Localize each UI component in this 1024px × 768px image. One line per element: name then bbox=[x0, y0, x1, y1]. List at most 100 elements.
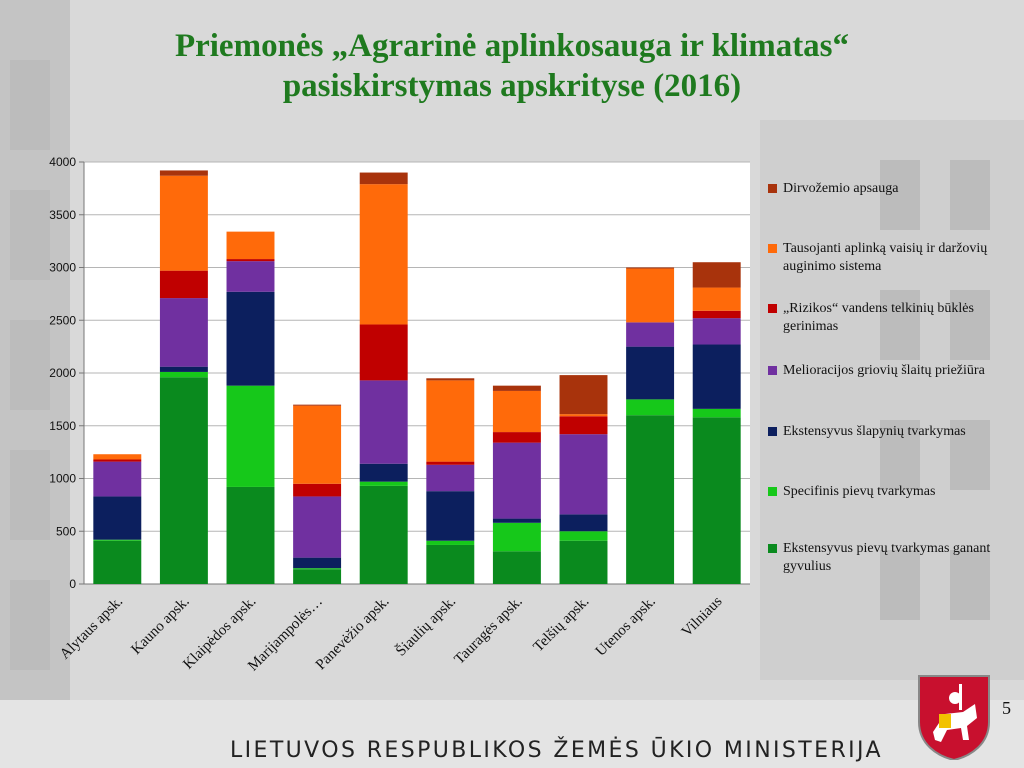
y-tick-label: 2000 bbox=[49, 366, 76, 380]
bar-segment bbox=[559, 434, 608, 515]
legend-item: „Rizikos“ vandens telkinių būklės gerini… bbox=[768, 300, 1018, 336]
legend-label: Ekstensyvus šlapynių tvarkymas bbox=[783, 424, 966, 439]
bar-segment bbox=[492, 432, 541, 443]
bar-segment bbox=[226, 261, 275, 292]
bar-segment bbox=[492, 390, 541, 433]
bar-segment bbox=[93, 454, 142, 460]
bar-segment bbox=[492, 551, 541, 584]
legend-swatch bbox=[768, 244, 777, 253]
y-tick-label: 3000 bbox=[49, 261, 76, 275]
bar-segment bbox=[293, 496, 342, 558]
legend-item: Dirvožemio apsauga bbox=[768, 180, 898, 198]
bar-segment bbox=[626, 268, 675, 323]
bar-segment bbox=[426, 491, 475, 541]
x-tick-label: Šiaulių apsk. bbox=[392, 593, 459, 660]
coat-of-arms-logo bbox=[915, 674, 993, 762]
legend-item: Tausojanti aplinką vaisių ir daržovių au… bbox=[768, 240, 1018, 276]
legend-item: Ekstensyvus pievų tvarkymas ganant gyvul… bbox=[768, 540, 1018, 576]
bar-segment bbox=[426, 378, 475, 381]
bar-segment bbox=[626, 346, 675, 400]
y-tick-label: 3500 bbox=[49, 208, 76, 222]
bar-segment bbox=[359, 324, 408, 381]
bar-segment bbox=[359, 481, 408, 486]
bar-segment bbox=[626, 399, 675, 416]
bar-segment bbox=[293, 405, 342, 484]
legend-item: Ekstensyvus šlapynių tvarkymas bbox=[768, 423, 966, 441]
x-tick-label: Utenos apsk. bbox=[593, 594, 659, 660]
bar-segment bbox=[492, 442, 541, 519]
bar-segment bbox=[626, 322, 675, 347]
legend-label: Dirvožemio apsauga bbox=[783, 181, 899, 196]
bar-segment bbox=[93, 540, 142, 584]
legend-swatch bbox=[768, 366, 777, 375]
legend-item: Specifinis pievų tvarkymas bbox=[768, 483, 935, 501]
legend-swatch bbox=[768, 184, 777, 193]
bar-segment bbox=[559, 416, 608, 435]
bar-segment bbox=[692, 310, 741, 319]
bar-segment bbox=[93, 539, 142, 541]
y-tick-label: 0 bbox=[69, 577, 76, 591]
bar-segment bbox=[359, 380, 408, 464]
bar-segment bbox=[359, 172, 408, 185]
bar-segment bbox=[293, 569, 342, 584]
legend-label: Tausojanti aplinką vaisių ir daržovių au… bbox=[783, 241, 988, 274]
bar-segment bbox=[492, 522, 541, 552]
x-tick-label: Vilniaus bbox=[679, 593, 726, 640]
x-tick-label: Telšių apsk. bbox=[530, 594, 592, 656]
legend-label: Specifinis pievų tvarkymas bbox=[783, 484, 936, 499]
bar-segment bbox=[93, 496, 142, 540]
bar-segment bbox=[426, 464, 475, 492]
bar-segment bbox=[226, 385, 275, 487]
x-tick-label: Kauno apsk. bbox=[128, 594, 192, 658]
bar-segment bbox=[226, 259, 275, 262]
legend-swatch bbox=[768, 427, 777, 436]
bar-segment bbox=[692, 408, 741, 418]
legend-swatch bbox=[768, 304, 777, 313]
legend-swatch bbox=[768, 544, 777, 553]
y-tick-label: 4000 bbox=[49, 155, 76, 169]
bar-segment bbox=[692, 318, 741, 345]
y-tick-label: 1000 bbox=[49, 472, 76, 486]
bar-segment bbox=[559, 514, 608, 532]
bar-segment bbox=[93, 459, 142, 462]
bar-segment bbox=[692, 287, 741, 311]
bar-segment bbox=[159, 170, 208, 176]
bar-segment bbox=[226, 486, 275, 584]
bar-segment bbox=[692, 262, 741, 288]
bar-segment bbox=[426, 380, 475, 462]
bar-segment bbox=[692, 344, 741, 409]
bar-segment bbox=[293, 557, 342, 569]
bar-segment bbox=[159, 371, 208, 378]
y-tick-label: 2500 bbox=[49, 313, 76, 327]
bar-segment bbox=[359, 184, 408, 325]
x-tick-label: Alytaus apsk. bbox=[57, 594, 126, 663]
bar-segment bbox=[159, 377, 208, 584]
bar-segment bbox=[359, 485, 408, 584]
bar-segment bbox=[559, 540, 608, 584]
bar-segment bbox=[293, 568, 342, 570]
legend-label: „Rizikos“ vandens telkinių būklės gerini… bbox=[783, 301, 974, 334]
legend-swatch bbox=[768, 487, 777, 496]
ministry-footer: LIETUVOS RESPUBLIKOS ŽEMĖS ŪKIO MINISTER… bbox=[230, 738, 883, 763]
bar-segment bbox=[159, 298, 208, 367]
legend-label: Ekstensyvus pievų tvarkymas ganant gyvul… bbox=[783, 541, 991, 574]
bar-segment bbox=[492, 518, 541, 523]
legend-label: Melioracijos griovių šlaitų priežiūra bbox=[783, 363, 985, 378]
bar-segment bbox=[159, 366, 208, 372]
x-tick-label: Tauragės apsk. bbox=[452, 594, 526, 668]
bar-segment bbox=[359, 463, 408, 482]
bar-segment bbox=[626, 415, 675, 584]
bar-segment bbox=[93, 461, 142, 497]
title-line-1: Priemonės „Agrarinė aplinkosauga ir klim… bbox=[174, 28, 850, 64]
bar-segment bbox=[692, 417, 741, 584]
bar-segment bbox=[293, 404, 342, 406]
y-tick-label: 500 bbox=[56, 524, 76, 538]
bar-segment bbox=[559, 531, 608, 541]
bar-segment bbox=[159, 270, 208, 299]
bar-segment bbox=[426, 544, 475, 584]
bar-segment bbox=[226, 291, 275, 386]
bar-segment bbox=[559, 375, 608, 415]
page-number: 5 bbox=[1002, 698, 1011, 718]
title-line-2: pasiskirstymas apskrityse (2016) bbox=[282, 68, 742, 104]
